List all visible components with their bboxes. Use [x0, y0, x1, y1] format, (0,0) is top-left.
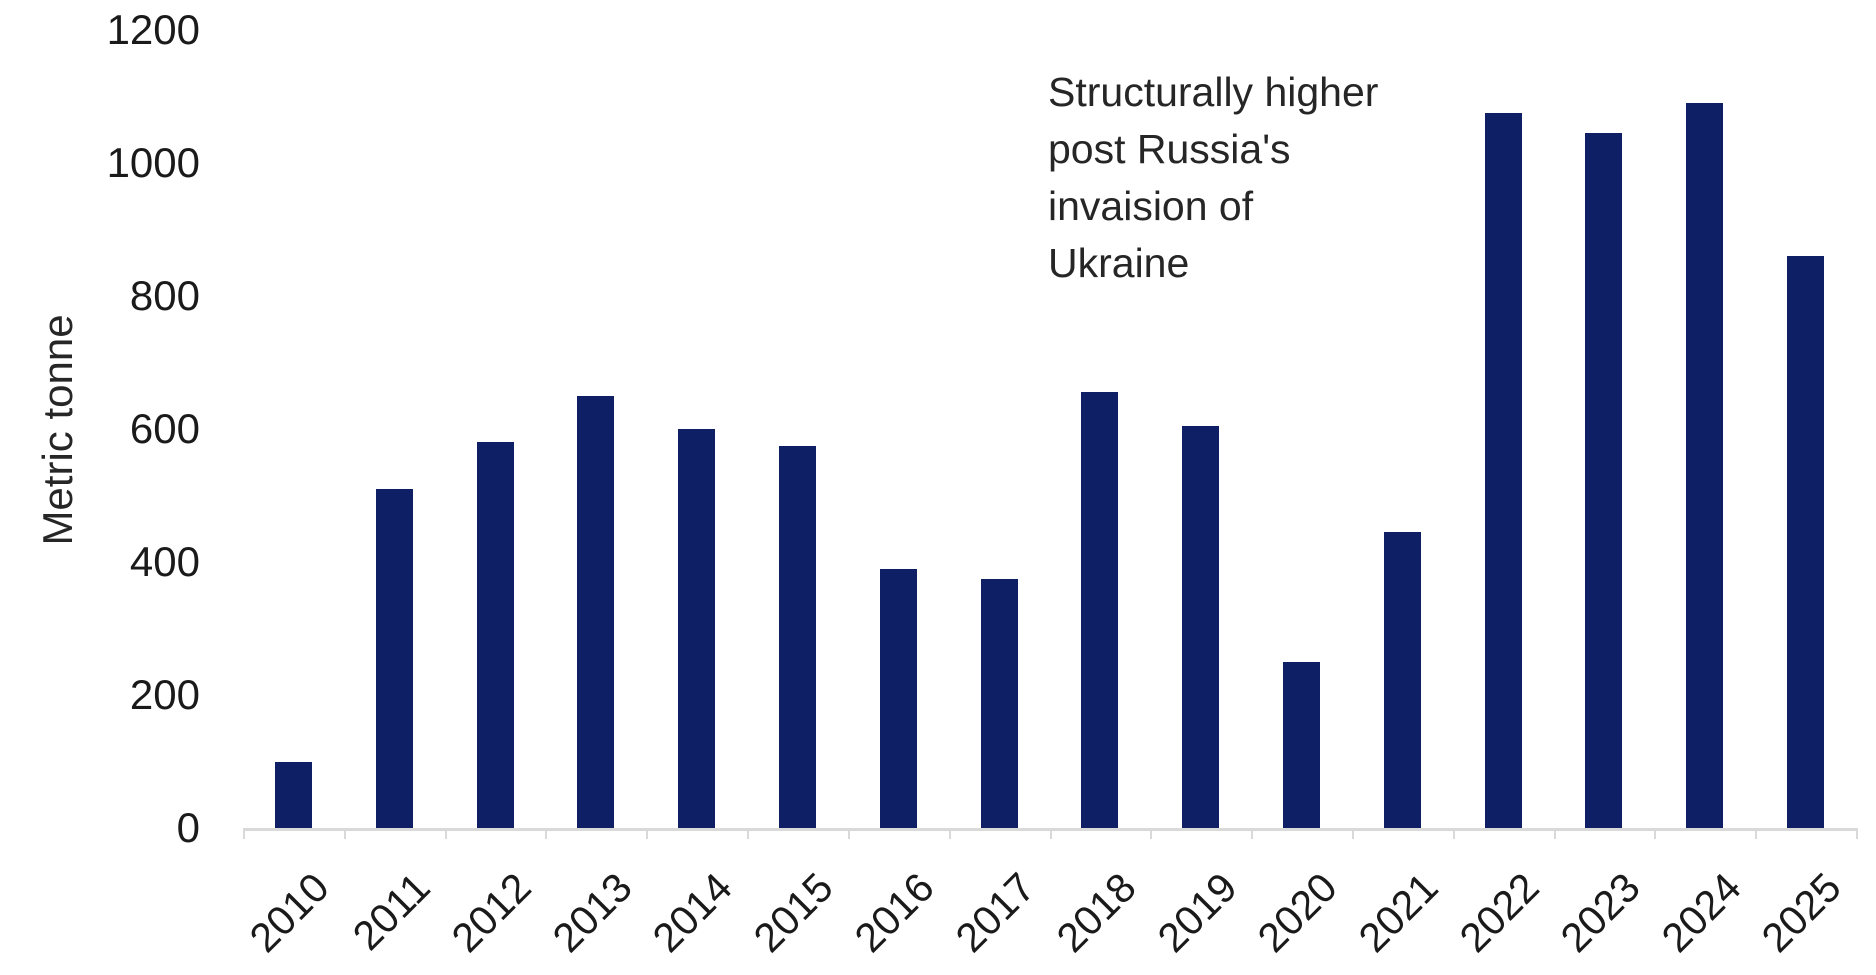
bar-2018	[1081, 392, 1119, 828]
annotation-line: post Russia's	[1048, 126, 1291, 172]
x-tick-label-2018: 2018	[1047, 864, 1145, 962]
x-tick-label-2014: 2014	[644, 864, 742, 962]
y-tick-label-1000: 1000	[106, 139, 200, 186]
annotation-line: Ukraine	[1048, 240, 1190, 286]
x-axis-tick-mark	[646, 828, 649, 839]
y-tick-label-200: 200	[129, 671, 200, 718]
annotation-line: Structurally higher	[1048, 69, 1379, 115]
y-tick-label-800: 800	[129, 272, 200, 319]
bar-2010	[274, 761, 312, 828]
x-axis-tick-mark	[444, 828, 447, 839]
y-tick-label-1200: 1200	[106, 6, 200, 53]
bar-2016	[879, 568, 917, 828]
bar-2021	[1383, 532, 1421, 828]
x-axis-tick-mark	[545, 828, 548, 839]
x-axis-tick-mark	[1553, 828, 1556, 839]
x-axis-tick-mark	[747, 828, 750, 839]
bar-2012	[476, 442, 514, 828]
x-tick-label-2015: 2015	[744, 864, 842, 962]
x-axis-tick-mark	[1251, 828, 1254, 839]
x-tick-label-2019: 2019	[1148, 864, 1246, 962]
x-tick-label-2023: 2023	[1551, 864, 1649, 962]
x-tick-label-2024: 2024	[1652, 864, 1750, 962]
x-tick-label-2016: 2016	[845, 864, 943, 962]
x-axis-tick-mark	[343, 828, 346, 839]
bar-2013	[577, 395, 615, 828]
x-axis-tick-mark	[1150, 828, 1153, 839]
x-axis-tick-mark	[1049, 828, 1052, 839]
bar-2024	[1686, 103, 1724, 828]
annotation-line: invaision of	[1048, 183, 1254, 229]
x-tick-label-2011: 2011	[343, 864, 439, 959]
x-axis-tick-mark	[948, 828, 951, 839]
bar-2025	[1787, 256, 1825, 828]
bar-2011	[375, 488, 413, 828]
x-tick-label-2025: 2025	[1753, 864, 1851, 962]
x-axis-tick-mark	[847, 828, 850, 839]
chart-annotation: Structurally higher post Russia's invaisio…	[1048, 64, 1378, 292]
x-tick-label-2022: 2022	[1450, 864, 1548, 962]
bar-2019	[1182, 425, 1220, 828]
bar-2022	[1484, 113, 1522, 828]
y-tick-label-600: 600	[129, 405, 200, 452]
bar-2014	[678, 429, 716, 828]
x-tick-label-2010: 2010	[240, 864, 338, 962]
x-tick-label-2013: 2013	[543, 864, 641, 962]
x-tick-label-2012: 2012	[442, 864, 540, 962]
x-axis-tick-mark	[1452, 828, 1455, 839]
x-tick-label-2021: 2021	[1349, 864, 1447, 962]
y-tick-label-0: 0	[176, 804, 200, 851]
bar-2023	[1585, 133, 1623, 828]
x-axis-tick-mark	[1351, 828, 1354, 839]
x-axis-tick-mark	[243, 828, 245, 839]
bar-2015	[778, 445, 816, 828]
x-axis-tick-mark	[1755, 828, 1758, 839]
y-tick-label-400: 400	[129, 538, 200, 585]
x-tick-label-2017: 2017	[946, 864, 1044, 962]
x-tick-label-2020: 2020	[1249, 864, 1347, 962]
x-axis-tick-mark	[1654, 828, 1657, 839]
bar-2017	[980, 578, 1018, 828]
x-axis-tick-mark	[1856, 828, 1858, 839]
bar-2020	[1283, 661, 1321, 828]
